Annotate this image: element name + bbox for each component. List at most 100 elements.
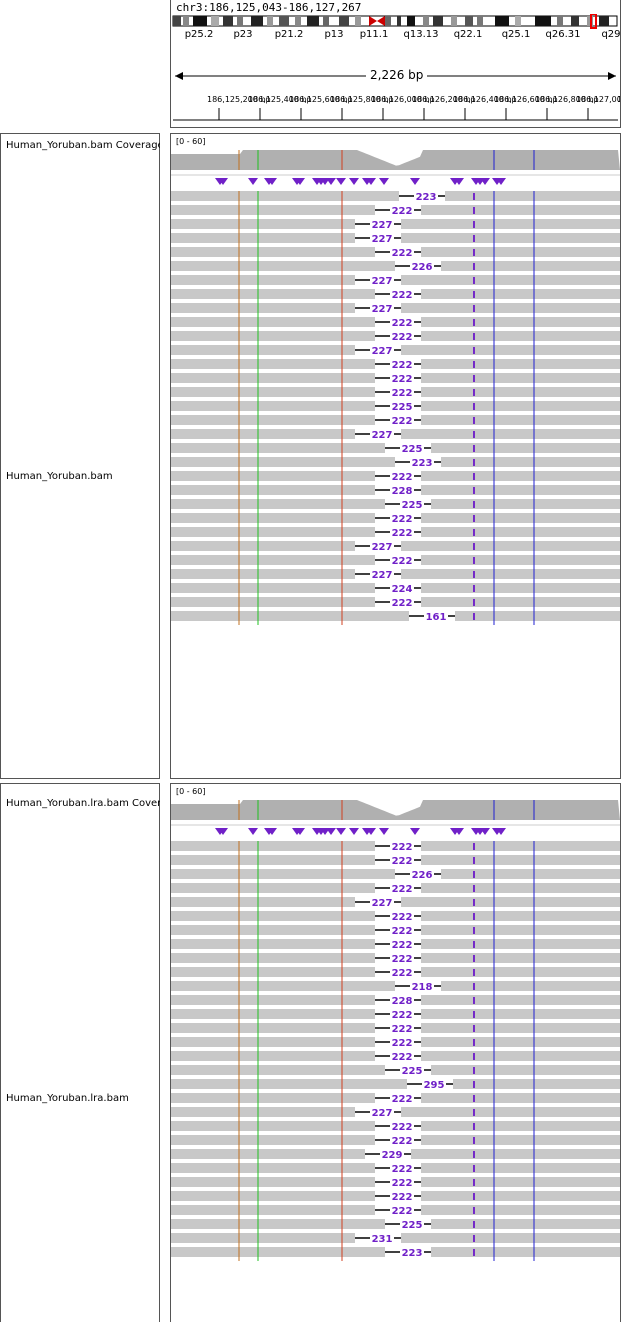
track-data-panel-2[interactable]: [0 - 60] 222 I 222 I 226 I 222 I 227 I 222 I 222 I 222… — [170, 783, 621, 1322]
deletion-size-label: 222 — [392, 1206, 413, 1217]
read-segment — [421, 953, 620, 963]
read-segment — [421, 939, 620, 949]
read-segment — [171, 841, 375, 851]
deletion-label-bg — [390, 1135, 414, 1145]
insertion-marker — [480, 178, 490, 185]
deletion-label-bg — [380, 1149, 404, 1159]
deletion-label-bg — [400, 499, 424, 509]
read-segment — [171, 359, 375, 369]
track-data-panel-1[interactable]: [0 - 60] 223 I 222 I 227 I 227 I 222 I 226 I 227 I 222… — [170, 133, 621, 779]
deletion-size-label: 222 — [392, 884, 413, 895]
read-segment — [171, 911, 375, 921]
read-segment — [171, 939, 375, 949]
insertion-marker — [218, 178, 228, 185]
insertion-symbol: I — [472, 248, 476, 259]
read-segment — [421, 205, 620, 215]
band-label: q26.31 — [546, 29, 581, 40]
read-segment — [431, 1219, 620, 1229]
alignment-track-name[interactable]: Human_Yoruban.lra.bam — [6, 1093, 129, 1104]
read-segment — [171, 1079, 407, 1089]
read-segment — [171, 443, 385, 453]
deletion-label-bg — [390, 317, 414, 327]
chromosome-ideogram[interactable]: p25.2 p23 p21.2 p13 p11.1 q13.13 q22.1 q25.1 q26… — [171, 14, 620, 40]
cytoband — [495, 16, 509, 26]
read-segment — [421, 583, 620, 593]
deletion-size-label: 222 — [392, 360, 413, 371]
insertion-symbol: I — [472, 486, 476, 497]
deletion-label-bg — [390, 1023, 414, 1033]
read-segment — [171, 925, 375, 935]
read-segment — [421, 485, 620, 495]
read-segment — [171, 1149, 365, 1159]
cytoband — [557, 16, 563, 26]
insertion-symbol: I — [472, 290, 476, 301]
ruler-tick-label: 186,126,000 bp — [371, 95, 435, 104]
deletion-label-bg — [390, 925, 414, 935]
read-segment — [171, 1065, 385, 1075]
read-segment — [421, 359, 620, 369]
deletion-size-label: 222 — [392, 1192, 413, 1203]
deletion-size-label: 228 — [392, 996, 413, 1007]
read-segment — [441, 981, 620, 991]
read-segment — [411, 1149, 620, 1159]
deletion-size-label: 222 — [392, 1094, 413, 1105]
insertion-symbol: I — [472, 940, 476, 951]
insertion-symbol: I — [472, 982, 476, 993]
read-segment — [421, 1205, 620, 1215]
read-segment — [171, 555, 375, 565]
read-segment — [171, 471, 375, 481]
coverage-track-name[interactable]: Human_Yoruban.lra.bam Coverage — [6, 798, 160, 809]
insertion-marker — [267, 178, 277, 185]
deletion-label-bg — [390, 205, 414, 215]
deletion-label-bg — [390, 883, 414, 893]
insertion-marker — [454, 828, 464, 835]
deletion-label-bg — [410, 261, 434, 271]
read-segment — [421, 289, 620, 299]
track-names-panel-1: Human_Yoruban.bam Coverage Human_Yoruban… — [0, 133, 160, 779]
deletion-size-label: 225 — [402, 444, 423, 455]
read-segment — [171, 1219, 385, 1229]
deletion-label-bg — [370, 345, 394, 355]
deletion-size-label: 222 — [392, 416, 413, 427]
read-segment — [421, 925, 620, 935]
read-segment — [421, 317, 620, 327]
cytoband — [599, 16, 609, 26]
insertion-marker — [480, 828, 490, 835]
ruler-panel: chr3:186,125,043-186,127,267 p25.2 p23 p21… — [170, 0, 621, 128]
read-segment — [171, 953, 375, 963]
deletion-size-label: 227 — [372, 346, 393, 357]
read-segment — [171, 401, 375, 411]
ruler-tick-label: 186,125,400 bp — [248, 95, 312, 104]
alignment-view-1[interactable]: [0 - 60] 223 I 222 I 227 I 227 I 222 I 226 I 227 I 222… — [171, 134, 620, 778]
read-segment — [421, 387, 620, 397]
read-segment — [453, 1079, 620, 1089]
cytoband — [307, 16, 319, 26]
deletion-size-label: 222 — [392, 1178, 413, 1189]
read-segment — [431, 1247, 620, 1257]
read-segment — [421, 1163, 620, 1173]
deletion-size-label: 227 — [372, 570, 393, 581]
ruler-tick-label: 186,126,400 bp — [453, 95, 517, 104]
deletion-size-label: 295 — [424, 1080, 445, 1091]
deletion-label-bg — [370, 569, 394, 579]
deletion-size-label: 222 — [392, 514, 413, 525]
cytoband — [323, 16, 329, 26]
alignment-view-2[interactable]: [0 - 60] 222 I 222 I 226 I 222 I 227 I 222 I 222 I 222… — [171, 784, 620, 1323]
deletion-size-label: 231 — [372, 1234, 393, 1245]
alignment-track-name[interactable]: Human_Yoruban.bam — [6, 471, 113, 482]
read-segment — [171, 387, 375, 397]
read-segment — [421, 1135, 620, 1145]
insertion-symbol: I — [472, 598, 476, 609]
cytoband — [535, 16, 551, 26]
read-segment — [421, 1037, 620, 1047]
coverage-track-name[interactable]: Human_Yoruban.bam Coverage — [6, 140, 160, 151]
read-segment — [171, 569, 355, 579]
deletion-label-bg — [390, 1163, 414, 1173]
read-segment — [171, 1121, 375, 1131]
deletion-size-label: 218 — [412, 982, 433, 993]
deletion-size-label: 222 — [392, 290, 413, 301]
insertion-symbol: I — [472, 968, 476, 979]
deletion-size-label: 222 — [392, 1122, 413, 1133]
deletion-size-label: 229 — [382, 1150, 403, 1161]
deletion-size-label: 222 — [392, 598, 413, 609]
